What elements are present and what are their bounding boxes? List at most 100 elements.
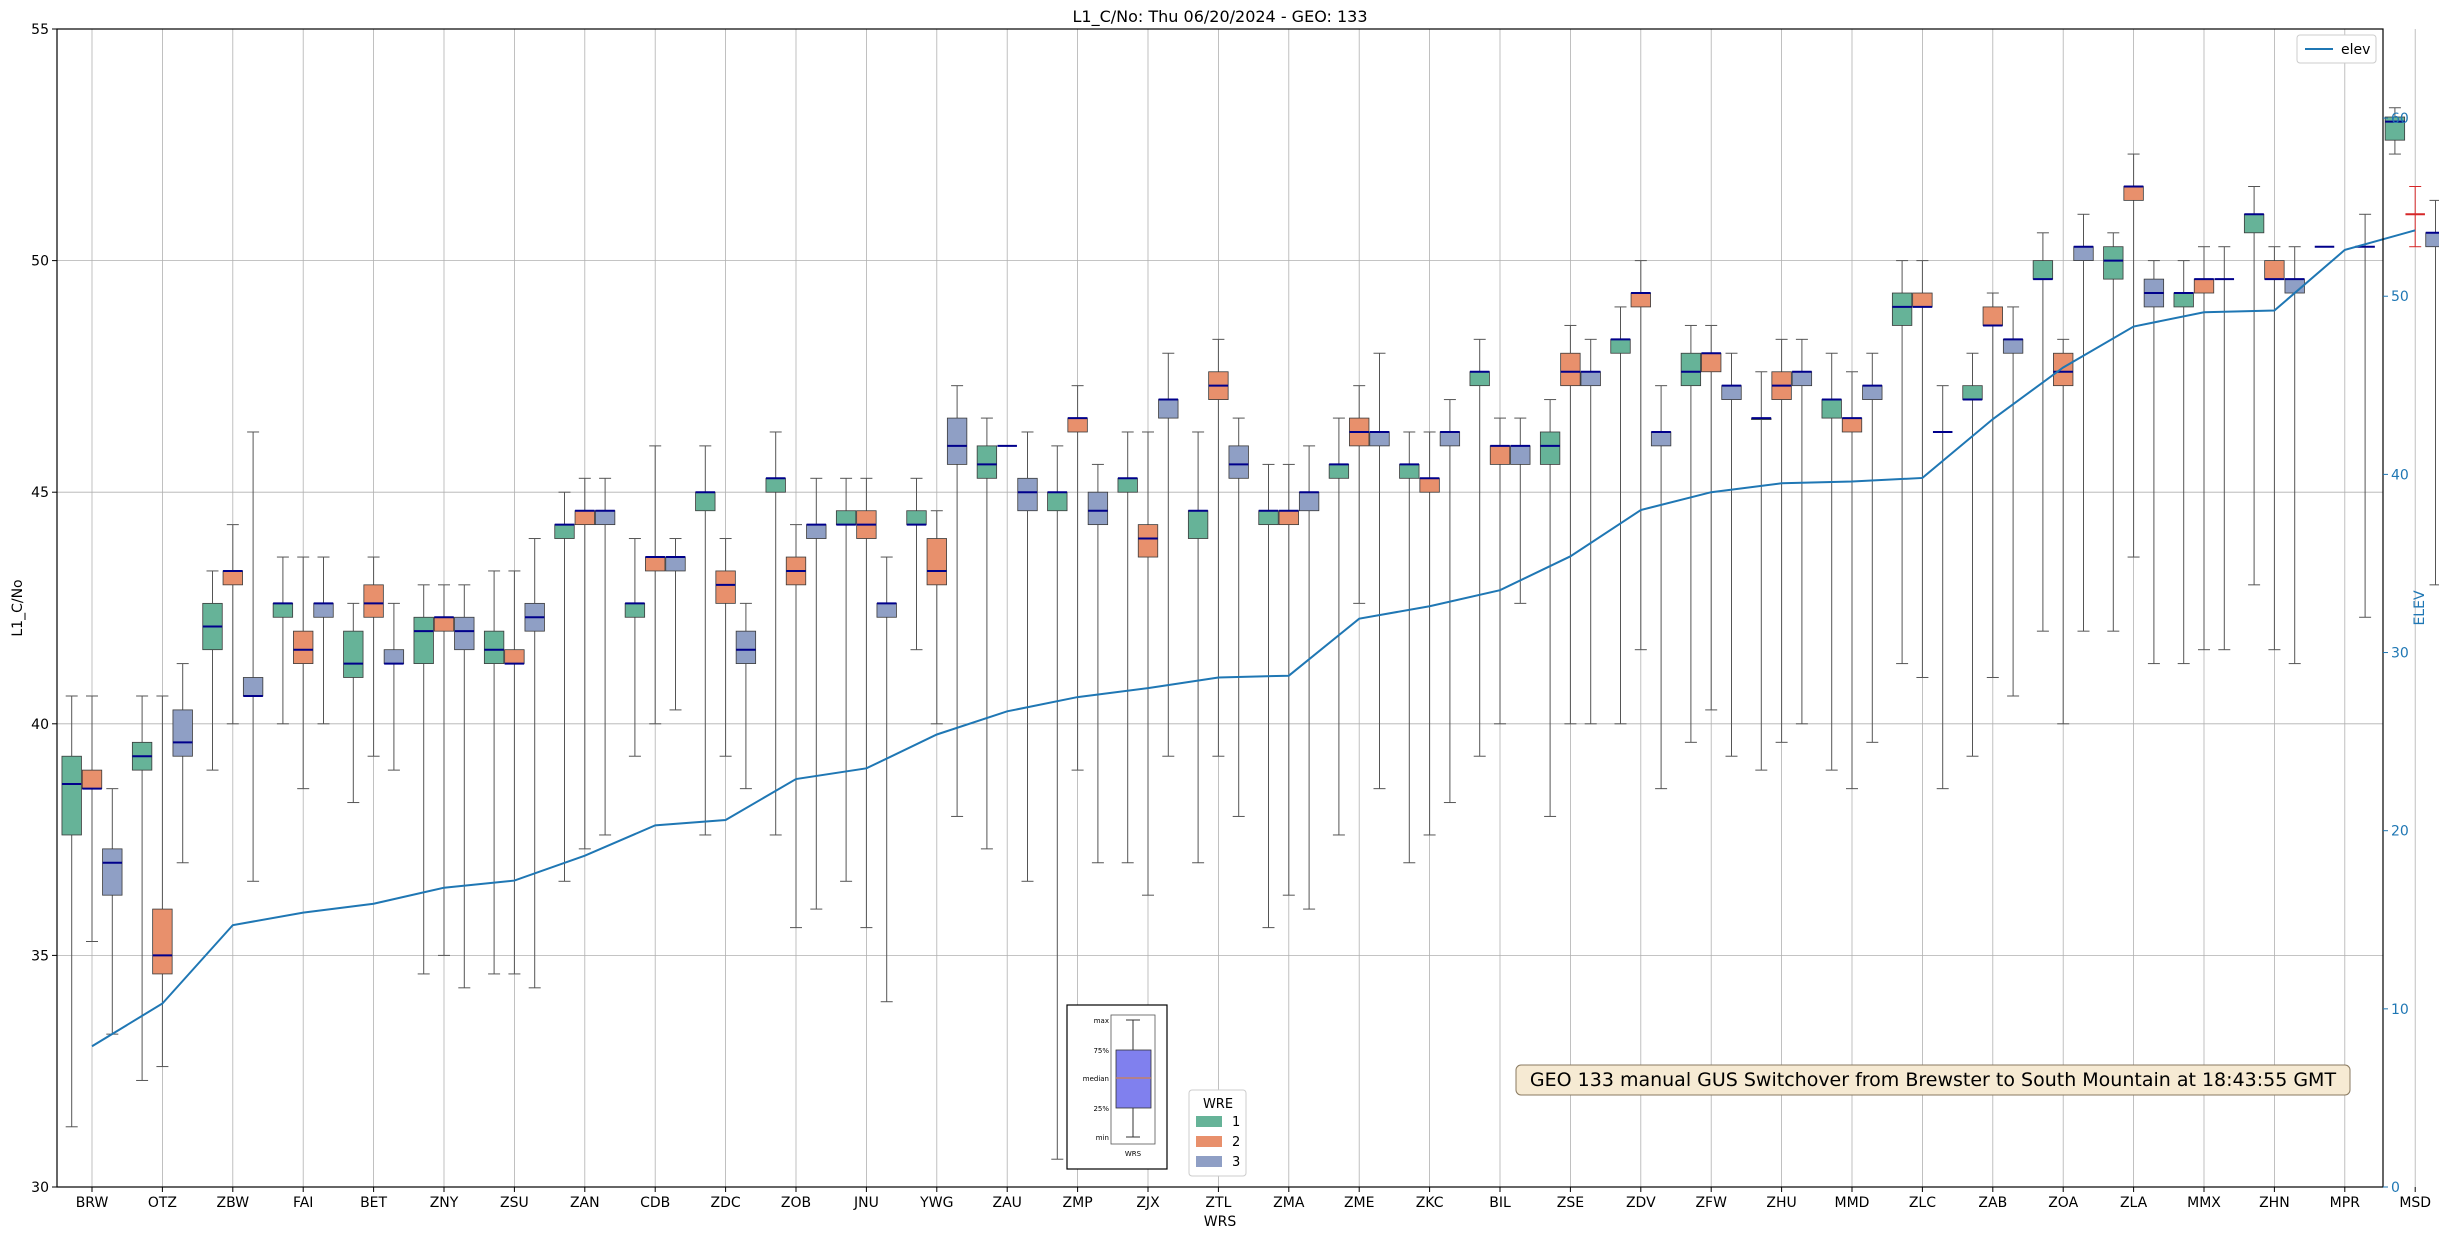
box-body — [1137, 524, 1159, 558]
box-body — [1962, 385, 1983, 400]
box-body — [1630, 292, 1651, 308]
box-body — [594, 510, 616, 526]
box-body — [2032, 260, 2054, 280]
box-body — [665, 556, 686, 572]
box-body — [61, 755, 82, 836]
x-tick-label: BRW — [76, 1195, 109, 1211]
legend-wre-swatch-1 — [1196, 1116, 1222, 1127]
box-body — [433, 616, 455, 632]
box-body — [835, 510, 857, 526]
box-ZAB-wre1 — [1962, 352, 1983, 757]
x-tick-label: FAI — [293, 1195, 313, 1211]
box-body — [1701, 352, 1722, 373]
box-YWG-wre1 — [906, 477, 927, 651]
box-ZLC-wre1 — [1891, 260, 1913, 665]
box-ZSE-wre1 — [1539, 399, 1561, 817]
box-guide-label-min: min — [1096, 1134, 1109, 1142]
box-ZOB-wre1 — [765, 431, 786, 836]
box-ZTL-wre3 — [1228, 417, 1249, 817]
y2-tick-label: 40 — [2391, 467, 2409, 483]
box-ZAN-wre1 — [554, 491, 575, 882]
box-ZKC-wre1 — [1399, 431, 1420, 864]
box-body — [2425, 232, 2439, 248]
box-ZSE-wre2 — [1560, 324, 1581, 725]
box-body — [1258, 510, 1279, 526]
box-ZFW-wre3 — [1721, 352, 1742, 757]
y-tick-label: 50 — [31, 254, 49, 270]
box-FAI-wre2 — [293, 556, 314, 790]
box-ZHU-wre3 — [1791, 338, 1813, 725]
legend-wre-title: WRE — [1203, 1097, 1233, 1112]
box-body — [1369, 431, 1390, 447]
box-ZME-wre1 — [1328, 417, 1350, 836]
box-ZSU-wre2 — [504, 570, 525, 975]
box-body — [1650, 431, 1672, 447]
box-ZLA-wre2 — [2123, 153, 2144, 558]
box-ZJX-wre1 — [1117, 431, 1138, 864]
box-BIL-wre1 — [1469, 338, 1490, 757]
box-body — [926, 538, 947, 586]
box-body — [806, 524, 827, 539]
box-ZNY-wre3 — [454, 584, 475, 989]
x-tick-label: ZOA — [2048, 1195, 2078, 1211]
legend-wre-swatch-2 — [1196, 1136, 1222, 1147]
box-ZNY-wre2 — [433, 584, 455, 956]
elev-line — [91, 229, 2416, 1048]
box-body — [1841, 417, 1863, 433]
y-tick-label: 40 — [31, 717, 49, 733]
x-tick-label: ZHU — [1766, 1195, 1796, 1211]
box-body — [172, 709, 193, 757]
x-tick-label: ZHN — [2259, 1195, 2290, 1211]
y-tick-label: 45 — [31, 485, 49, 501]
box-body — [1187, 510, 1209, 539]
box-guide-label-75: 75% — [1093, 1047, 1109, 1055]
x-tick-label: ZBW — [217, 1195, 250, 1211]
elev-series — [91, 229, 2416, 1048]
box-body — [1560, 352, 1581, 387]
box-BRW-wre3 — [102, 788, 123, 1035]
x-tick-label: ZAN — [570, 1195, 600, 1211]
box-ZBW-wre1 — [202, 570, 223, 771]
box-body — [1680, 352, 1702, 387]
box-guide-inset: max 75% median 25% min WRS — [1066, 1004, 1168, 1170]
x-tick-label: ZSE — [1557, 1195, 1584, 1211]
y2-tick-label: 0 — [2391, 1180, 2400, 1196]
box-ZBW-wre3 — [242, 431, 264, 882]
box-body — [1821, 399, 1842, 419]
box-body — [1982, 306, 2003, 326]
plot-frame — [56, 28, 2384, 1188]
box-body — [1791, 371, 1813, 387]
box-YWG-wre2 — [926, 510, 947, 725]
axes: 30 35 40 45 50 55 0 10 20 30 40 50 60 BRW OTZ ZBW FAI BET… — [31, 22, 2431, 1211]
box-body — [1721, 385, 1742, 400]
box-guide-label-25: 25% — [1093, 1105, 1109, 1113]
y-axis-label: L1_C/No — [10, 579, 26, 636]
annotation-box: GEO 133 manual GUS Switchover from Brews… — [1515, 1064, 2351, 1096]
x-tick-label: ZFW — [1695, 1195, 1727, 1211]
box-guide-label-max: max — [1094, 1017, 1109, 1025]
box-OTZ-wre1 — [131, 695, 153, 1081]
box-ZOA-wre3 — [2073, 213, 2094, 632]
box-body — [152, 908, 173, 975]
box-body — [1158, 399, 1179, 419]
x-tick-label: MSD — [2399, 1195, 2431, 1211]
box-MMD-wre3 — [1862, 352, 1883, 743]
box-ZMA-wre2 — [1278, 463, 1299, 896]
box-guide-box — [1115, 1049, 1152, 1109]
box-MMX-wre2 — [2193, 246, 2215, 651]
x-tick-label: YWG — [919, 1195, 953, 1211]
box-guide-xlabel: WRS — [1125, 1150, 1142, 1158]
box-body — [1067, 417, 1088, 433]
box-ZNY-wre1 — [413, 584, 434, 975]
x-tick-label: ZTL — [1205, 1195, 1231, 1211]
box-ZDV-wre1 — [1610, 306, 1631, 725]
box-YWG-wre3 — [946, 385, 968, 817]
box-body — [2173, 292, 2194, 308]
box-ZOB-wre3 — [806, 477, 827, 910]
box-CDB-wre3 — [665, 538, 686, 711]
y2-tick-label: 20 — [2391, 824, 2409, 840]
box-FAI-wre3 — [313, 556, 334, 725]
box-ZAN-wre3 — [594, 477, 616, 836]
